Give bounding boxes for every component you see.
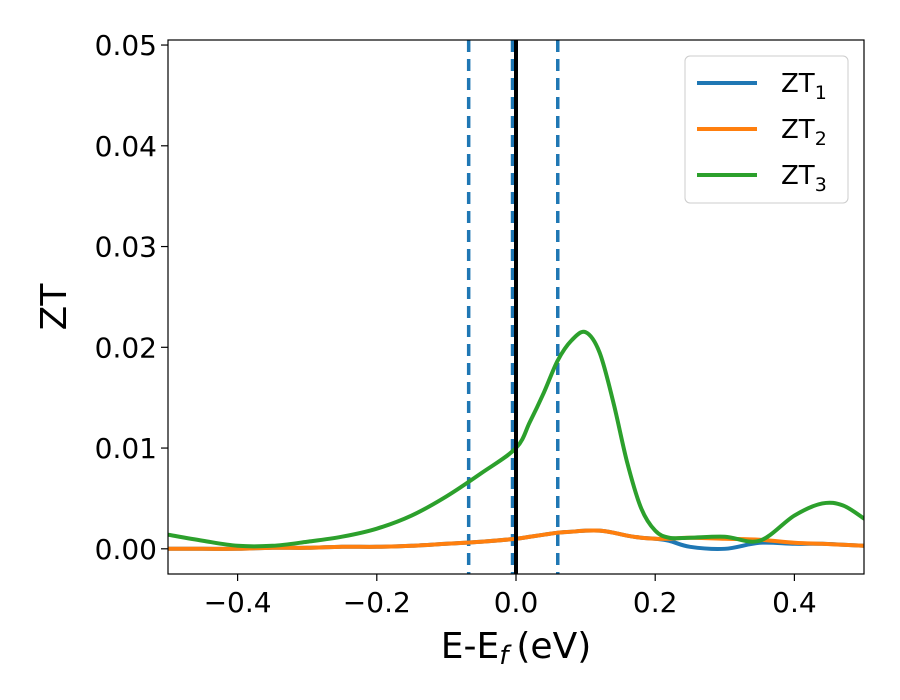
x-axis-label-main: E-E bbox=[441, 626, 499, 667]
y-tick-label: 0.05 bbox=[95, 29, 157, 62]
legend-label-zt2: ZT2 bbox=[781, 115, 827, 150]
y-tick-label: 0.01 bbox=[95, 432, 157, 465]
y-tick-label: 0.03 bbox=[95, 231, 157, 264]
legend-entry-zt1: ZT1 bbox=[697, 69, 827, 104]
x-tick-label: 0.0 bbox=[494, 586, 539, 619]
y-tick-label: 0.04 bbox=[95, 130, 157, 163]
x-axis-label-unit: (eV) bbox=[516, 626, 591, 667]
series-line-zt3 bbox=[168, 329, 864, 549]
reference-lines bbox=[466, 40, 560, 574]
axis-ticks: −0.4 −0.2 0.0 0.2 0.4 0.00 0.01 0.02 0.03 0.04 0.0… bbox=[95, 29, 817, 619]
legend-label-zt3: ZT3 bbox=[781, 161, 827, 196]
y-tick-label: 0.02 bbox=[95, 331, 157, 364]
legend-entry-zt2: ZT2 bbox=[697, 115, 827, 150]
legend: ZT1 ZT2 ZT3 bbox=[684, 55, 849, 204]
x-axis-label: E-Ef (eV) bbox=[441, 626, 592, 671]
y-axis-label: ZT bbox=[34, 283, 75, 331]
legend-box bbox=[684, 55, 849, 204]
legend-entry-zt3: ZT3 bbox=[697, 161, 827, 196]
series-lines bbox=[168, 40, 864, 574]
x-axis-label-subscript: f bbox=[499, 641, 512, 671]
y-tick-label: 0.00 bbox=[95, 533, 157, 566]
x-tick-label: −0.2 bbox=[343, 586, 411, 619]
x-tick-label: 0.4 bbox=[772, 586, 817, 619]
legend-label-zt1: ZT1 bbox=[781, 69, 827, 104]
x-tick-label: −0.4 bbox=[204, 586, 272, 619]
x-tick-label: 0.2 bbox=[633, 586, 678, 619]
